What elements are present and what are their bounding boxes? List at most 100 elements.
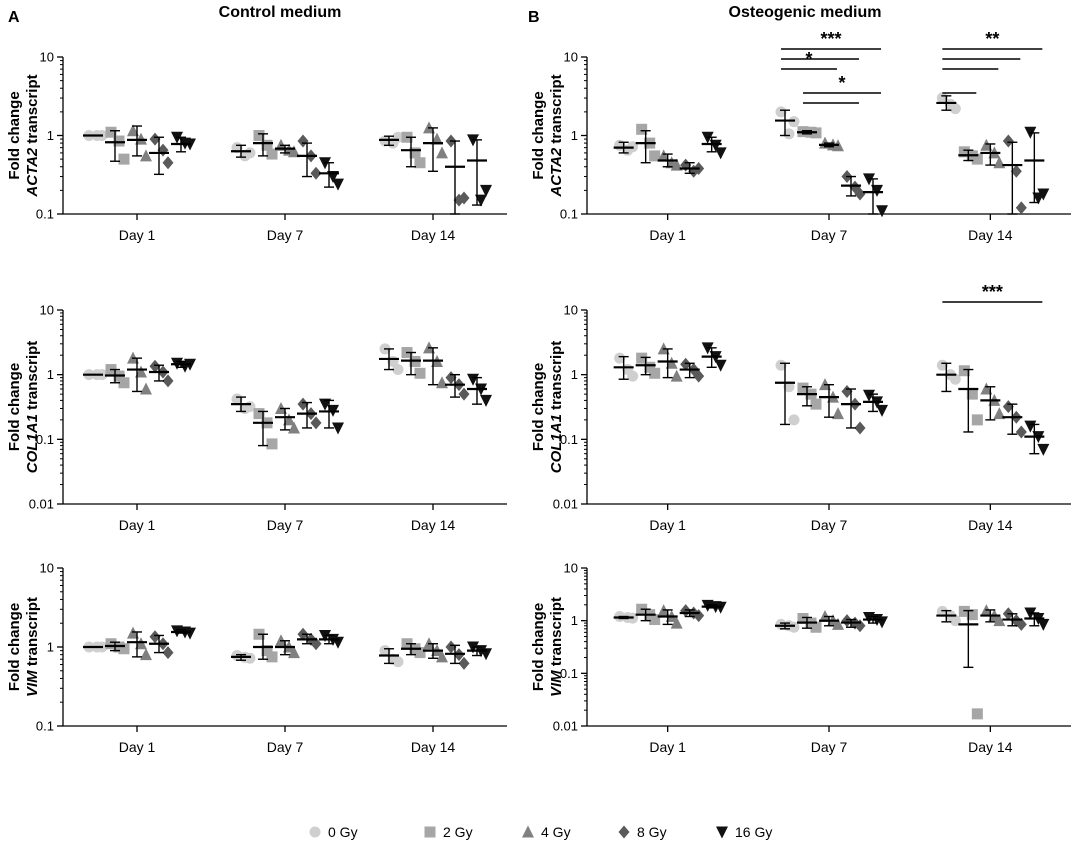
significance-label: *	[838, 73, 845, 93]
data-point	[231, 393, 243, 405]
data-point	[288, 421, 300, 434]
data-point	[797, 612, 809, 624]
y-axis-label: Fold changeVIM transcript	[6, 597, 41, 697]
data-point	[135, 132, 147, 145]
x-category-label: Day 7	[267, 517, 304, 533]
data-point	[105, 126, 117, 138]
chart-b2: 10 1 0.1 0.01 Fold changeCOL1A1 transcript Da…	[530, 282, 1071, 533]
y-tick-label: 0.1	[560, 207, 578, 222]
data-point	[657, 149, 670, 162]
data-point	[458, 191, 470, 205]
data-point	[118, 153, 130, 165]
data-point	[680, 357, 692, 371]
panel-a-letter: A	[8, 9, 20, 26]
legend-item: 2 Gy	[424, 824, 473, 840]
data-point	[467, 373, 479, 386]
data-point	[105, 638, 117, 650]
y-tick-label: 0.1	[560, 432, 578, 447]
data-point	[644, 361, 656, 373]
data-point	[445, 640, 457, 654]
data-point	[162, 646, 174, 660]
data-point	[184, 627, 196, 640]
data-point	[480, 184, 492, 197]
data-point	[832, 617, 844, 630]
y-tick-label: 10	[564, 303, 578, 318]
y-axis-label-gene: COL1A1	[24, 414, 41, 473]
legend-item: 4 Gy	[522, 824, 571, 840]
data-point	[693, 369, 705, 383]
x-category-label: Day 7	[267, 739, 304, 755]
data-point	[431, 132, 443, 145]
data-point	[627, 370, 639, 382]
y-tick-label: 1	[571, 613, 578, 628]
legend-marker	[424, 826, 436, 838]
data-point	[297, 397, 309, 411]
data-point	[876, 404, 888, 417]
y-axis-label-line1: Fold change	[6, 363, 23, 451]
y-tick-label: 1	[47, 128, 54, 143]
y-tick-label: 1	[47, 640, 54, 655]
legend-label: 0 Gy	[328, 824, 358, 840]
data-point	[810, 398, 822, 410]
data-point	[949, 373, 961, 385]
legend-item: 0 Gy	[309, 824, 358, 840]
data-point	[670, 369, 683, 382]
data-point	[244, 147, 256, 159]
data-point	[958, 365, 970, 377]
data-point	[310, 637, 322, 651]
x-category-label: Day 14	[411, 739, 456, 755]
y-tick-label: 10	[40, 561, 54, 576]
data-point	[670, 616, 683, 629]
x-category-label: Day 14	[411, 227, 456, 243]
data-point	[876, 205, 888, 218]
y-tick-label: 10	[564, 50, 578, 65]
data-point	[113, 135, 125, 147]
data-point	[714, 147, 727, 160]
y-axis-label-rest: transcript	[24, 74, 41, 147]
y-tick-label: 0.01	[29, 497, 54, 512]
data-point	[810, 621, 822, 633]
data-point	[971, 414, 983, 426]
data-point	[971, 708, 983, 720]
data-point	[775, 106, 787, 118]
y-axis-label-gene: ACTA2	[548, 147, 565, 198]
y-axis-label-rest: transcript	[548, 341, 565, 414]
legend-marker	[716, 826, 728, 839]
y-tick-label: 10	[40, 50, 54, 65]
data-point	[414, 367, 426, 379]
data-point	[714, 359, 727, 372]
data-point	[288, 145, 300, 158]
x-category-label: Day 7	[811, 227, 848, 243]
data-point	[1002, 400, 1014, 414]
data-point	[266, 148, 278, 160]
y-axis-label-rest: transcript	[548, 597, 565, 670]
x-category-label: Day 1	[119, 517, 156, 533]
data-point	[392, 656, 404, 668]
data-point	[332, 422, 344, 435]
data-point	[379, 645, 391, 657]
data-point	[458, 387, 470, 401]
data-point	[958, 605, 970, 617]
data-point	[1002, 134, 1014, 148]
data-point	[971, 153, 983, 165]
legend-item: 8 Gy	[618, 824, 667, 840]
significance-label: *	[805, 49, 812, 69]
data-point	[949, 103, 961, 115]
y-axis-label-rest: transcript	[24, 341, 41, 414]
data-point	[140, 382, 152, 395]
y-axis-label-gene: COL1A1	[548, 414, 565, 473]
data-point	[436, 650, 448, 663]
data-point	[993, 614, 1006, 627]
data-point	[297, 134, 309, 148]
panel-b-letter: B	[528, 9, 540, 26]
data-point	[636, 352, 648, 364]
data-point	[414, 157, 426, 169]
data-point	[709, 139, 722, 152]
chart-b1: 10 1 0.1 Fold changeACTA2 transcript Day 1 Da…	[530, 29, 1071, 243]
data-point	[118, 643, 130, 655]
chart-a3: 10 1 0.1 Fold changeVIM transcript Day 1 Day …	[6, 561, 507, 755]
data-point	[392, 364, 404, 376]
data-point	[614, 352, 626, 364]
data-point	[310, 416, 322, 430]
data-point	[149, 132, 161, 146]
